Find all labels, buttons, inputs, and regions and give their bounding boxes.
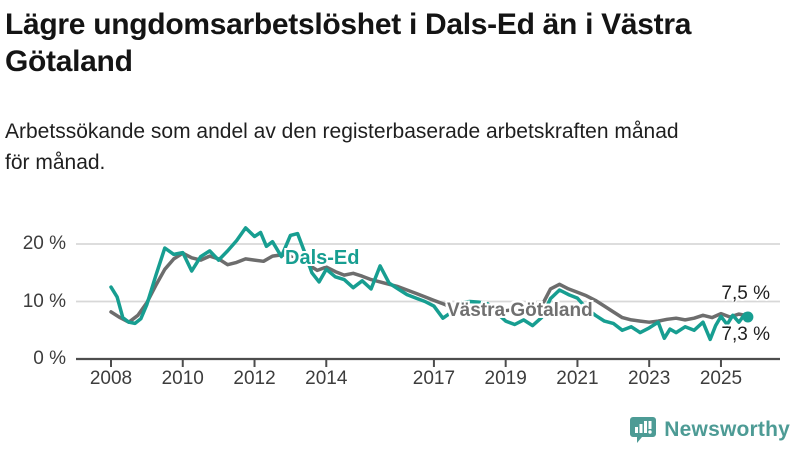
brand-name: Newsworthy	[664, 418, 790, 441]
brand-footer: Newsworthy	[630, 415, 790, 445]
series-label-dals-ed: Dals-Ed	[285, 247, 360, 269]
end-value-label-dals-ed: 7,3 %	[721, 324, 770, 345]
x-axis-tick-label: 2008	[89, 368, 133, 389]
x-axis-tick-label: 2012	[233, 368, 276, 389]
newsworthy-logo-icon	[630, 417, 657, 443]
x-axis-tick-label: 2025	[699, 368, 743, 389]
x-axis-tick-label: 2021	[556, 368, 599, 389]
page-title: Lägre ungdomsarbetslöshet i Dals-Ed än i…	[5, 8, 692, 78]
series-line-dals-ed	[109, 226, 750, 342]
series-end-dot	[742, 311, 754, 323]
x-axis-tick-label: 2019	[484, 368, 527, 389]
y-axis-tick-label: 10 %	[22, 290, 66, 312]
x-axis-tick-label: 2017	[412, 368, 456, 389]
series-line-v-stra-g-taland	[109, 251, 750, 324]
y-axis-tick-label: 0 %	[33, 348, 66, 369]
x-axis-tick-label: 2023	[628, 368, 671, 389]
x-axis-tick-label: 2014	[305, 368, 348, 389]
y-axis-tick-label: 20 %	[22, 233, 66, 254]
page-subtitle: Arbetssökande som andel av den registerb…	[5, 120, 679, 174]
x-axis-tick-label: 2010	[161, 368, 204, 389]
end-value-label-vastra-gotaland: 7,5 %	[721, 283, 770, 304]
series-label-vastra-gotaland: Västra Götaland	[447, 300, 593, 321]
